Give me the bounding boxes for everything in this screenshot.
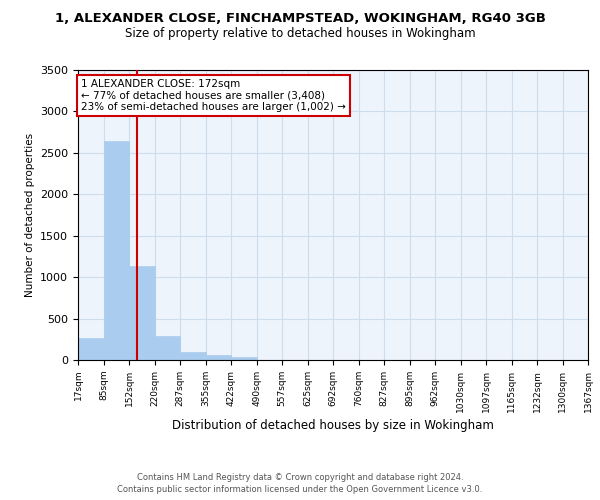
Bar [180,352,206,360]
Text: Contains HM Land Registry data © Crown copyright and database right 2024.: Contains HM Land Registry data © Crown c… [137,472,463,482]
Bar [129,266,155,360]
X-axis label: Distribution of detached houses by size in Wokingham: Distribution of detached houses by size … [172,419,494,432]
Text: 1, ALEXANDER CLOSE, FINCHAMPSTEAD, WOKINGHAM, RG40 3GB: 1, ALEXANDER CLOSE, FINCHAMPSTEAD, WOKIN… [55,12,545,26]
Text: Contains public sector information licensed under the Open Government Licence v3: Contains public sector information licen… [118,485,482,494]
Bar [78,338,104,360]
Bar [231,356,257,360]
Bar [104,142,129,360]
Text: Size of property relative to detached houses in Wokingham: Size of property relative to detached ho… [125,28,475,40]
Bar [206,356,231,360]
Y-axis label: Number of detached properties: Number of detached properties [25,133,35,297]
Bar [155,336,180,360]
Text: 1 ALEXANDER CLOSE: 172sqm
← 77% of detached houses are smaller (3,408)
23% of se: 1 ALEXANDER CLOSE: 172sqm ← 77% of detac… [81,79,346,112]
